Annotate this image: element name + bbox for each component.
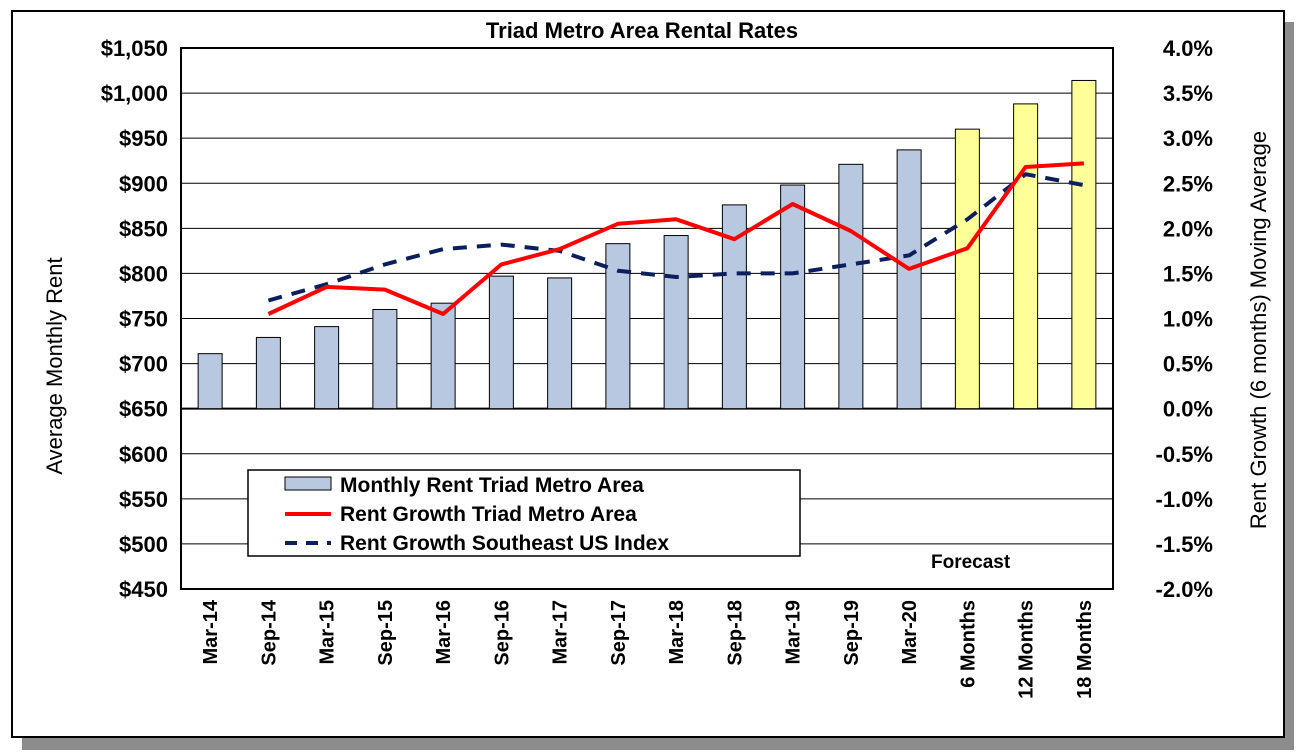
left-tick-label: $550	[119, 487, 168, 512]
category-label: 6 Months	[957, 600, 979, 688]
right-tick-label: 4.0%	[1163, 36, 1213, 61]
right-axis-title: Rent Growth (6 months) Moving Average	[1246, 131, 1271, 529]
category-label: Mar-16	[433, 600, 455, 664]
category-label: 12 Months	[1016, 600, 1038, 699]
bar	[314, 326, 340, 410]
right-tick-label: -1.0%	[1156, 487, 1213, 512]
lines	[267, 161, 1085, 316]
bar	[1071, 79, 1097, 410]
right-tick-label: 2.0%	[1163, 216, 1213, 241]
chart-title: Triad Metro Area Rental Rates	[486, 18, 798, 43]
left-tick-label: $450	[119, 577, 168, 602]
left-tick-label: $700	[119, 352, 168, 377]
bar	[1013, 103, 1039, 410]
category-label: Sep-19	[841, 600, 863, 666]
category-label: Mar-17	[550, 600, 572, 664]
legend-label-dashed: Rent Growth Southeast US Index	[340, 532, 669, 555]
category-labels: Mar-14 Sep-14 Mar-15 Sep-15 Mar-16 Sep-16 Mar-…	[200, 599, 1096, 699]
bars	[197, 79, 1097, 410]
left-tick-label: $900	[119, 171, 168, 196]
right-tick-label: 1.5%	[1163, 261, 1213, 286]
category-label: Mar-15	[317, 600, 339, 664]
bar	[430, 302, 456, 410]
right-tick-label: 2.5%	[1163, 171, 1213, 196]
legend-swatch-bar	[284, 476, 332, 491]
right-tick-label: 0.5%	[1163, 352, 1213, 377]
left-tick-label: $600	[119, 442, 168, 467]
bar	[954, 128, 980, 410]
left-axis-ticks: $450 $500 $550 $600 $650 $700 $750 $800 $850 $900…	[101, 36, 168, 602]
category-label: Sep-14	[258, 599, 280, 665]
category-label: Mar-14	[200, 599, 222, 664]
category-label: Mar-19	[783, 600, 805, 664]
series-line-triad	[267, 161, 1085, 316]
category-label: Sep-16	[491, 600, 513, 666]
right-tick-label: 1.0%	[1163, 307, 1213, 332]
bar	[896, 149, 922, 410]
right-tick-label: -1.5%	[1156, 532, 1213, 557]
right-tick-label: -0.5%	[1156, 442, 1213, 467]
left-tick-label: $1,000	[101, 81, 168, 106]
bar	[663, 235, 689, 410]
bar	[372, 308, 398, 410]
forecast-annotation: Forecast	[931, 552, 1011, 573]
left-tick-label: $650	[119, 397, 168, 422]
left-tick-label: $750	[119, 307, 168, 332]
category-label: 18 Months	[1074, 600, 1096, 699]
left-axis-title: Average Monthly Rent	[42, 257, 67, 474]
legend: Monthly Rent Triad Metro Area Rent Growt…	[247, 469, 801, 557]
bar	[547, 277, 573, 410]
category-label: Sep-18	[724, 600, 746, 666]
left-tick-label: $800	[119, 261, 168, 286]
right-tick-label: 0.0%	[1163, 397, 1213, 422]
right-tick-label: 3.5%	[1163, 81, 1213, 106]
bar	[605, 243, 631, 410]
legend-label-bar: Monthly Rent Triad Metro Area	[340, 474, 644, 497]
category-label: Mar-20	[899, 600, 921, 664]
category-label: Sep-15	[375, 600, 397, 666]
category-label: Mar-18	[666, 600, 688, 664]
right-tick-label: 3.0%	[1163, 126, 1213, 151]
left-tick-label: $850	[119, 216, 168, 241]
right-axis-ticks: -2.0% -1.5% -1.0% -0.5% 0.0% 0.5% 1.0% 1.5% 2.0%…	[1156, 36, 1213, 602]
bar	[197, 353, 223, 410]
bar	[838, 163, 864, 410]
bar	[255, 336, 281, 410]
left-tick-label: $1,050	[101, 36, 168, 61]
category-label: Sep-17	[608, 600, 630, 666]
left-tick-label: $950	[119, 126, 168, 151]
legend-label-red: Rent Growth Triad Metro Area	[340, 503, 637, 526]
legend-box	[247, 469, 801, 557]
bar	[488, 275, 514, 410]
left-tick-label: $500	[119, 532, 168, 557]
series-line-southeast	[267, 172, 1085, 303]
right-tick-label: -2.0%	[1156, 577, 1213, 602]
bar	[780, 184, 806, 410]
